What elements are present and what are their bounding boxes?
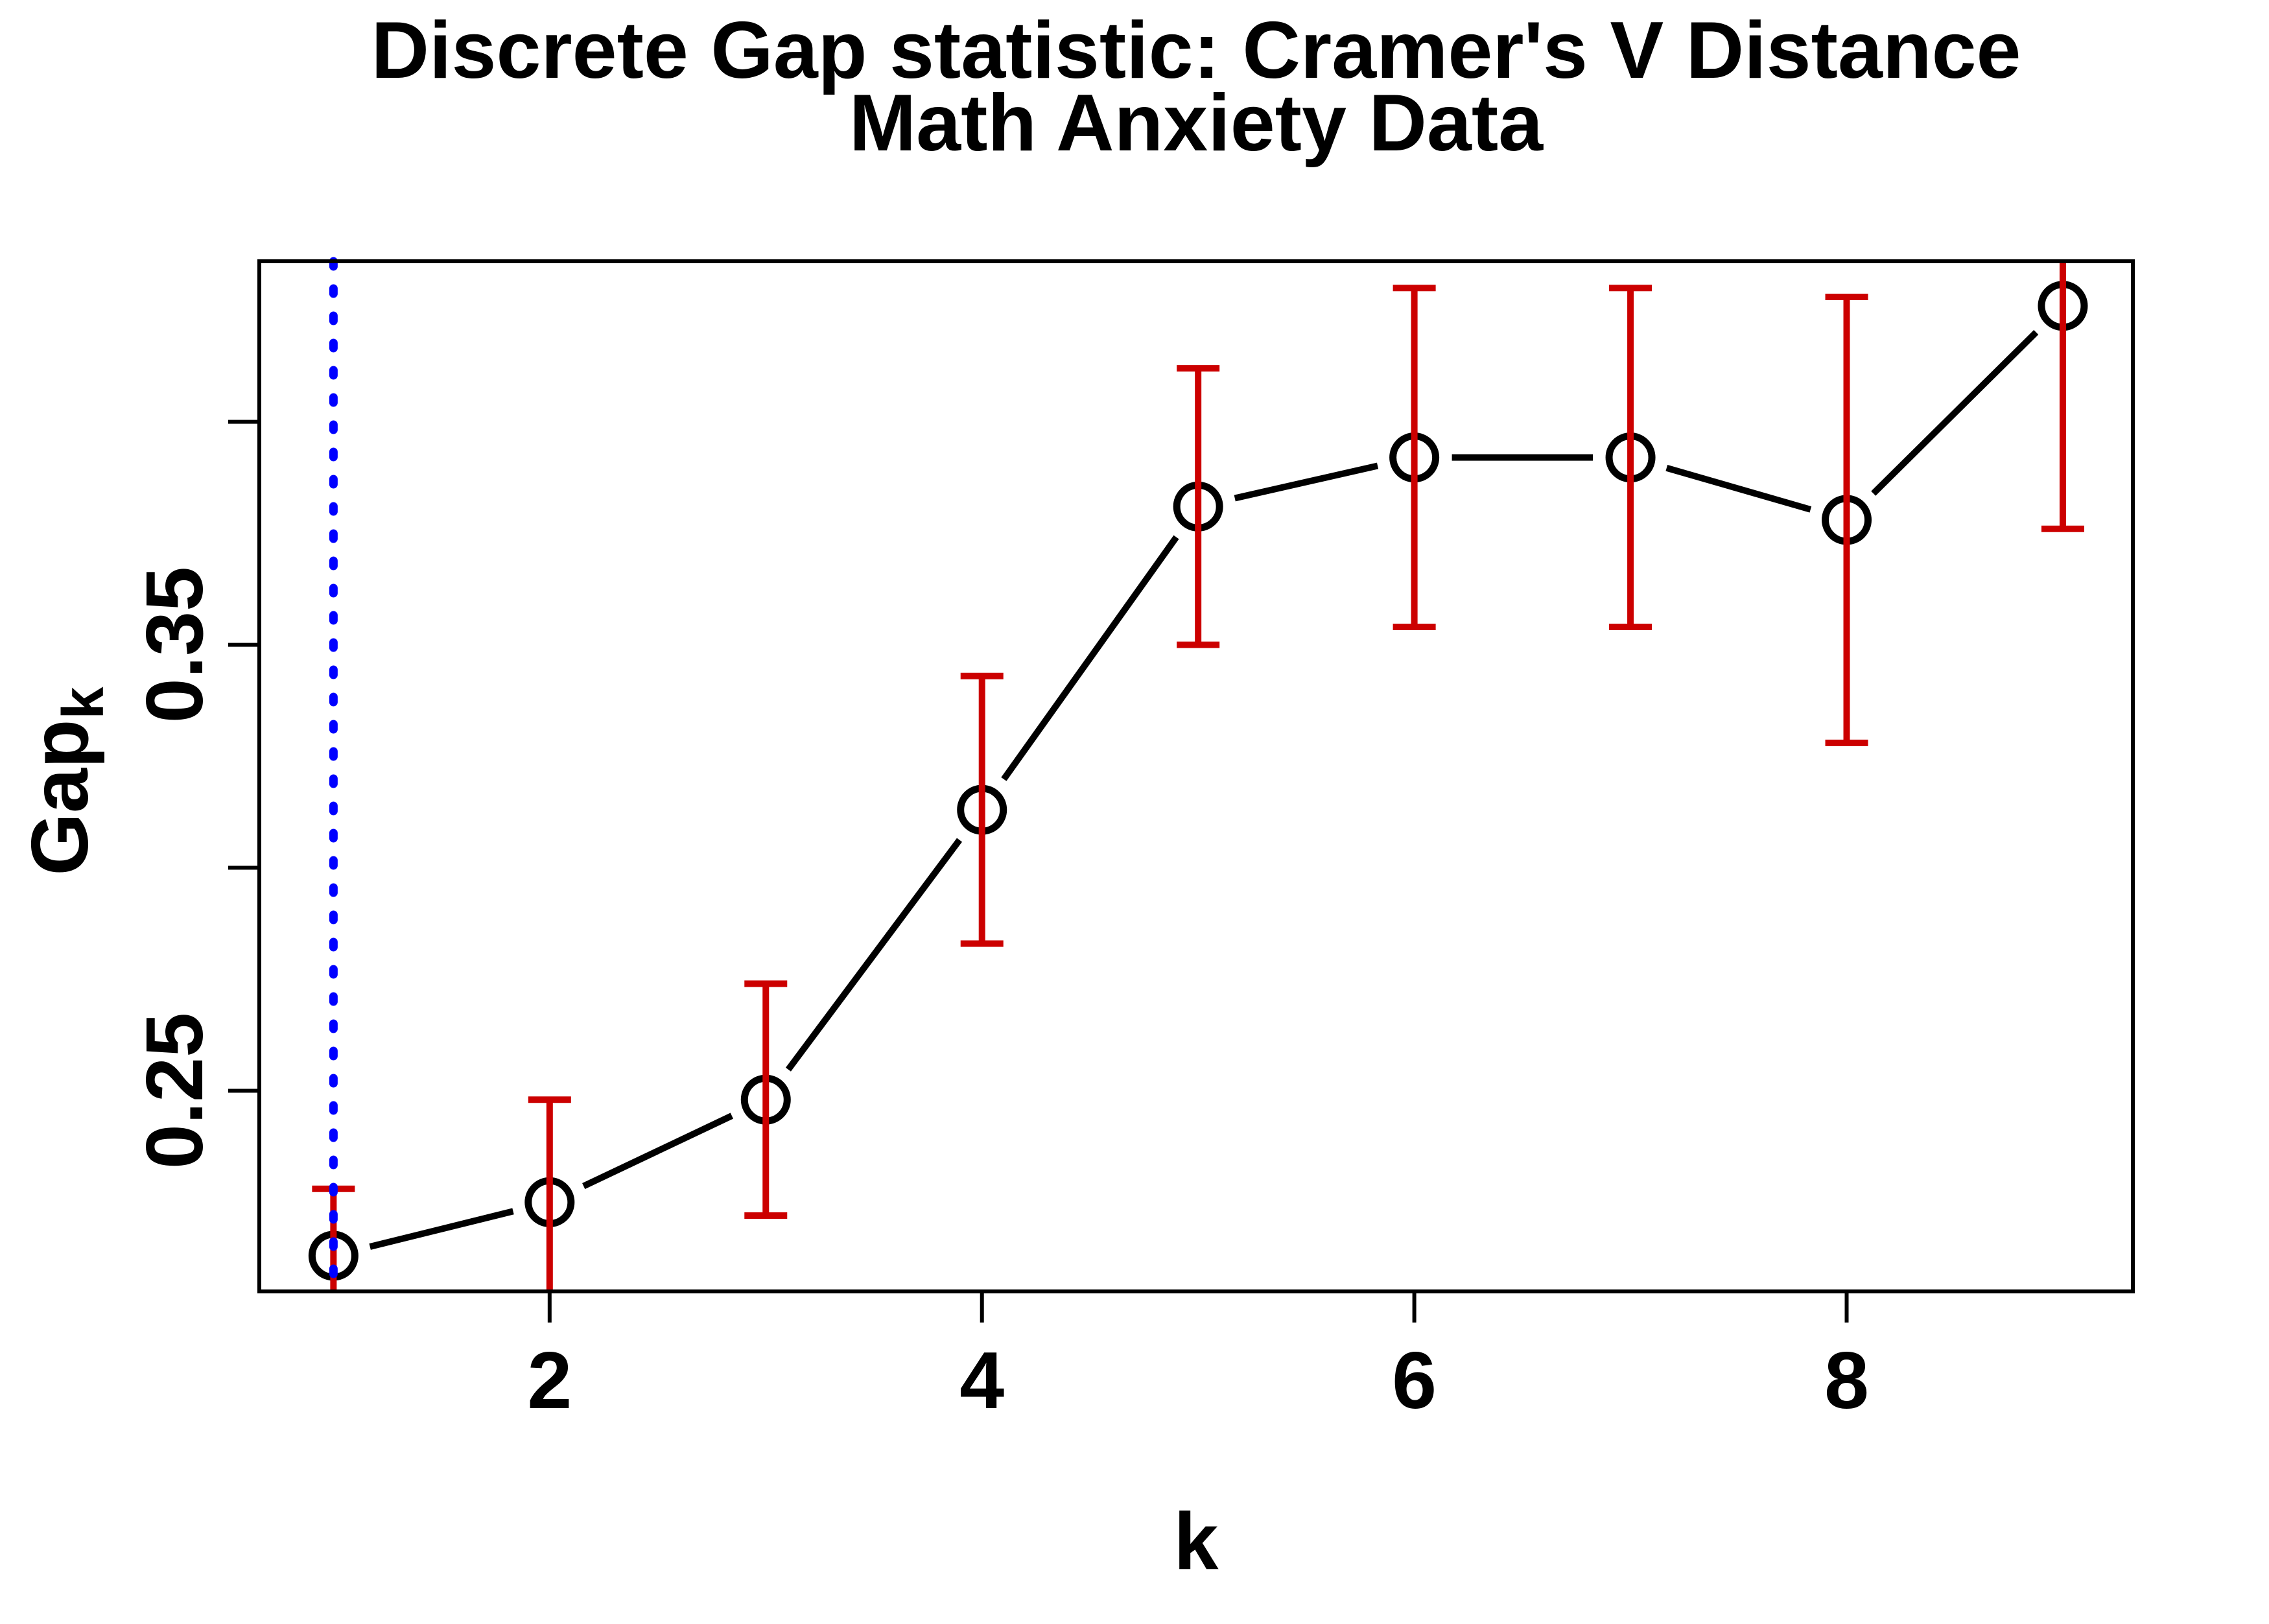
x-axis-label: k [1174, 1497, 1219, 1586]
connector-line [369, 1208, 514, 1250]
error-bars-group [312, 261, 2084, 1291]
connector-line [582, 1112, 734, 1190]
y-axis-label-subscript: k [51, 686, 116, 719]
y-axis-label-main: Gap [16, 719, 105, 875]
axes-group: 2 4 6 8 0.25 0.35 [130, 259, 2135, 1426]
chart-title-line1: Discrete Gap statistic: Cramer's V Dista… [371, 6, 2021, 95]
connector-line [785, 838, 963, 1072]
x-axis-tick-label: 6 [1392, 1336, 1437, 1426]
connector-line [1665, 464, 1812, 513]
y-axis-tick-label: 0.35 [130, 567, 220, 723]
connector-line [1001, 535, 1179, 781]
connector-line [1871, 330, 2039, 496]
plot-box [257, 259, 2135, 1293]
y-axis-label: Gapk [16, 686, 116, 875]
chart-title-line2: Math Anxiety Data [849, 78, 1544, 168]
connector-line [1234, 462, 1379, 502]
x-axis-tick-label: 4 [959, 1336, 1004, 1426]
x-axis-tick-label: 2 [527, 1336, 572, 1426]
y-axis-tick-label: 0.25 [130, 1013, 220, 1169]
x-axis-tick-label: 8 [1824, 1336, 1869, 1426]
